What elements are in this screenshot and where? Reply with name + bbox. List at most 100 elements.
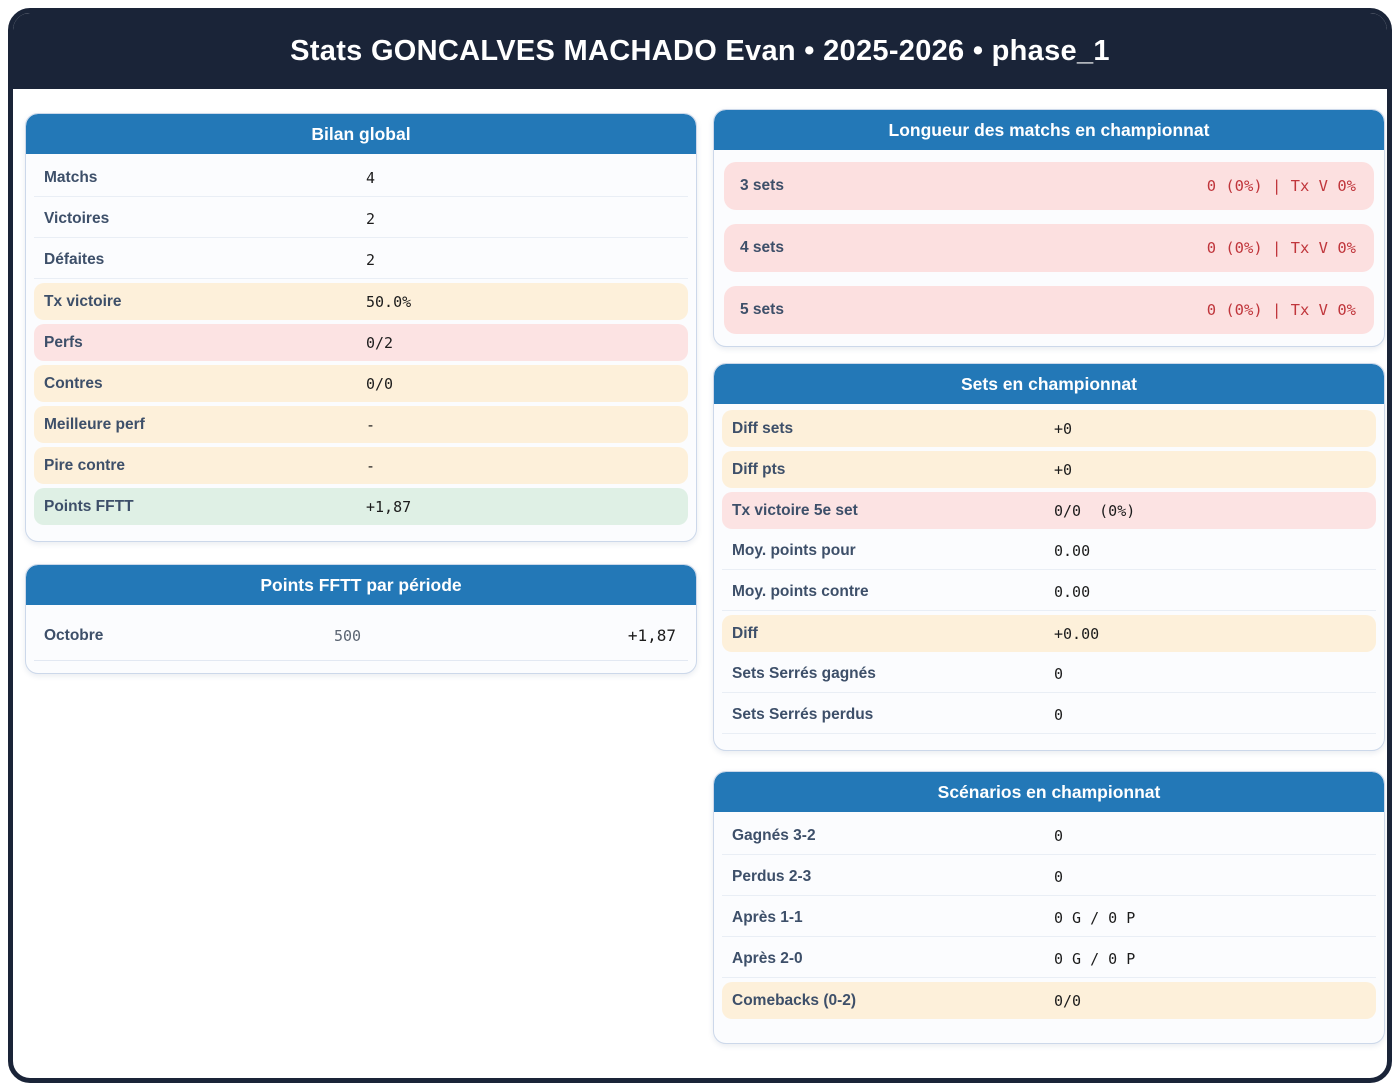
stat-row-points-fftt: Points FFTT +1,87 bbox=[34, 488, 688, 525]
card-sets-championnat-body: Diff sets +0 Diff pts +0 Tx victoire 5e … bbox=[714, 404, 1384, 750]
card-sets-championnat: Sets en championnat Diff sets +0 Diff pt… bbox=[713, 363, 1385, 751]
card-scenarios-header: Scénarios en championnat bbox=[714, 772, 1384, 812]
stat-row-contres: Contres 0/0 bbox=[34, 365, 688, 402]
stat-label: Victoires bbox=[44, 210, 110, 227]
stat-label: Moy. points contre bbox=[732, 583, 869, 600]
stat-row-perfs: Perfs 0/2 bbox=[34, 324, 688, 361]
card-bilan-global-body: Matchs 4 Victoires 2 Défaites 2 Tx victo… bbox=[26, 154, 696, 541]
stat-value: 2 bbox=[366, 210, 376, 228]
stat-label: Contres bbox=[44, 374, 103, 392]
stat-label: Pire contre bbox=[44, 456, 125, 474]
stat-row-apres-2-0: Après 2-0 0 G / 0 P bbox=[722, 941, 1376, 978]
stat-row-diff-pts: Diff pts +0 bbox=[722, 451, 1376, 488]
stat-value: - bbox=[366, 456, 376, 475]
stat-value: 50.0% bbox=[366, 292, 412, 311]
stat-value: 0/0 bbox=[366, 374, 394, 393]
stat-row-victoires: Victoires 2 bbox=[34, 201, 688, 238]
stat-row-sets-serres-perdus: Sets Serrés perdus 0 bbox=[722, 697, 1376, 734]
stat-value: 0 (0%) | Tx V 0% bbox=[1206, 239, 1356, 257]
card-bilan-global-header: Bilan global bbox=[26, 114, 696, 154]
stat-value: +0 bbox=[1054, 419, 1073, 438]
stat-label: 5 sets bbox=[740, 301, 784, 318]
page-frame: Stats GONCALVES MACHADO Evan • 2025-2026… bbox=[8, 8, 1392, 1083]
stat-value: +1,87 bbox=[366, 497, 412, 516]
page-header: Stats GONCALVES MACHADO Evan • 2025-2026… bbox=[13, 13, 1387, 89]
card-points-periode-header: Points FFTT par période bbox=[26, 565, 696, 605]
stat-row-diff-sets: Diff sets +0 bbox=[722, 410, 1376, 447]
stat-label: Diff sets bbox=[732, 419, 794, 437]
stat-value: 0 G / 0 P bbox=[1054, 950, 1136, 968]
stat-row-pire-contre: Pire contre - bbox=[34, 447, 688, 484]
card-title: Points FFTT par période bbox=[260, 574, 462, 595]
stat-label: Diff bbox=[732, 624, 758, 642]
stat-value: 0/2 bbox=[366, 333, 394, 352]
stat-row-tx-victoire-5e-set: Tx victoire 5e set 0/0 (0%) bbox=[722, 492, 1376, 529]
stat-row-diff: Diff +0.00 bbox=[722, 615, 1376, 652]
period-row-octobre: Octobre 500 +1,87 bbox=[34, 611, 688, 661]
stat-label: Tx victoire 5e set bbox=[732, 501, 858, 519]
stat-value: - bbox=[366, 415, 376, 434]
card-longueur-matchs: Longueur des matchs en championnat 3 set… bbox=[713, 109, 1385, 347]
stat-value: 2 bbox=[366, 251, 376, 269]
period-delta: +1,87 bbox=[627, 626, 676, 645]
stat-row-4-sets: 4 sets 0 (0%) | Tx V 0% bbox=[724, 224, 1374, 272]
stat-value: +0 bbox=[1054, 460, 1073, 479]
card-points-periode: Points FFTT par période Octobre 500 +1,8… bbox=[25, 564, 697, 674]
stat-value: 0 bbox=[1054, 665, 1064, 683]
card-title: Longueur des matchs en championnat bbox=[888, 119, 1210, 140]
card-title: Bilan global bbox=[311, 123, 411, 144]
stat-row-comebacks-0-2: Comebacks (0-2) 0/0 bbox=[722, 982, 1376, 1019]
stat-label: Points FFTT bbox=[44, 497, 134, 515]
card-longueur-matchs-body: 3 sets 0 (0%) | Tx V 0% 4 sets 0 (0%) | … bbox=[714, 150, 1384, 346]
stat-label: 4 sets bbox=[740, 239, 784, 256]
card-title: Scénarios en championnat bbox=[937, 781, 1161, 802]
card-scenarios: Scénarios en championnat Gagnés 3-2 0 Pe… bbox=[713, 771, 1385, 1044]
card-title: Sets en championnat bbox=[960, 373, 1137, 394]
card-points-periode-body: Octobre 500 +1,87 bbox=[26, 605, 696, 673]
stat-row-sets-serres-gagnes: Sets Serrés gagnés 0 bbox=[722, 656, 1376, 693]
stat-label: Gagnés 3-2 bbox=[732, 827, 816, 844]
stat-value: 4 bbox=[366, 169, 376, 187]
stat-value: +0.00 bbox=[1054, 624, 1100, 643]
stat-label: Sets Serrés gagnés bbox=[732, 665, 876, 682]
left-column: Bilan global Matchs 4 Victoires 2 Défait… bbox=[25, 113, 697, 674]
stat-label: Après 1-1 bbox=[732, 909, 803, 926]
stat-label: Sets Serrés perdus bbox=[732, 706, 874, 723]
page-title: Stats GONCALVES MACHADO Evan • 2025-2026… bbox=[290, 34, 1110, 67]
stat-label: Matchs bbox=[44, 169, 98, 186]
stat-row-tx-victoire: Tx victoire 50.0% bbox=[34, 283, 688, 320]
stat-value: 0/0 (0%) bbox=[1054, 501, 1136, 520]
right-column: Longueur des matchs en championnat 3 set… bbox=[713, 109, 1385, 1044]
stat-value: 0 bbox=[1054, 868, 1064, 886]
stat-label: Tx victoire bbox=[44, 292, 122, 310]
stat-label: Défaites bbox=[44, 251, 105, 268]
stat-row-3-sets: 3 sets 0 (0%) | Tx V 0% bbox=[724, 162, 1374, 210]
stat-value: 0/0 bbox=[1054, 991, 1082, 1010]
stat-value: 0 G / 0 P bbox=[1054, 909, 1136, 927]
stat-row-moy-points-pour: Moy. points pour 0.00 bbox=[722, 533, 1376, 570]
period-points: 500 bbox=[334, 626, 362, 645]
stat-row-5-sets: 5 sets 0 (0%) | Tx V 0% bbox=[724, 286, 1374, 334]
card-longueur-matchs-header: Longueur des matchs en championnat bbox=[714, 110, 1384, 150]
stat-value: 0 (0%) | Tx V 0% bbox=[1206, 301, 1356, 319]
stat-row-gagnes-3-2: Gagnés 3-2 0 bbox=[722, 818, 1376, 855]
stat-label: Moy. points pour bbox=[732, 542, 856, 559]
card-scenarios-body: Gagnés 3-2 0 Perdus 2-3 0 Après 1-1 0 G … bbox=[714, 812, 1384, 1043]
stat-row-apres-1-1: Après 1-1 0 G / 0 P bbox=[722, 900, 1376, 937]
stat-value: 0.00 bbox=[1054, 542, 1091, 560]
stat-label: Perdus 2-3 bbox=[732, 868, 812, 885]
period-label: Octobre bbox=[44, 626, 104, 644]
stat-label: Perfs bbox=[44, 333, 83, 351]
card-sets-championnat-header: Sets en championnat bbox=[714, 364, 1384, 404]
card-bilan-global: Bilan global Matchs 4 Victoires 2 Défait… bbox=[25, 113, 697, 542]
stat-row-moy-points-contre: Moy. points contre 0.00 bbox=[722, 574, 1376, 611]
stat-label: Après 2-0 bbox=[732, 950, 803, 967]
stat-value: 0 bbox=[1054, 827, 1064, 845]
stat-label: 3 sets bbox=[740, 177, 784, 194]
stat-row-meilleure-perf: Meilleure perf - bbox=[34, 406, 688, 443]
stat-label: Meilleure perf bbox=[44, 415, 145, 433]
stat-row-defaites: Défaites 2 bbox=[34, 242, 688, 279]
stat-value: 0 bbox=[1054, 706, 1064, 724]
stat-value: 0.00 bbox=[1054, 583, 1091, 601]
stat-value: 0 (0%) | Tx V 0% bbox=[1206, 177, 1356, 195]
